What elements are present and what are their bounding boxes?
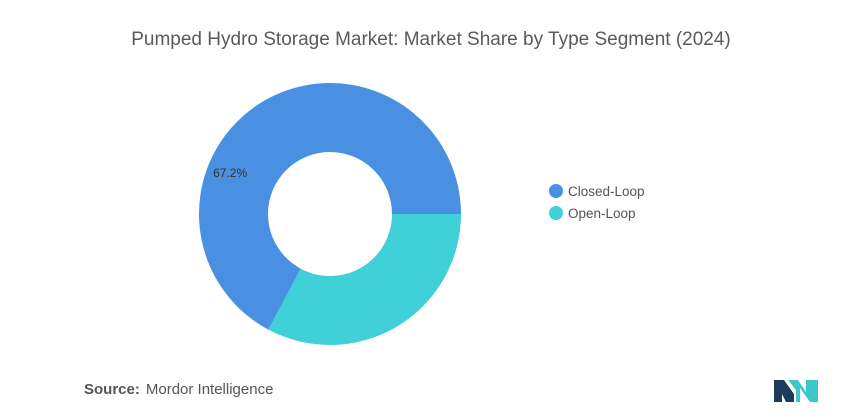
legend-item-open-loop[interactable]: Open-Loop — [549, 202, 645, 224]
data-labels: 67.2% — [213, 166, 247, 180]
source-note: Source: Mordor Intelligence — [84, 381, 273, 398]
legend-label-closed-loop: Closed-Loop — [568, 183, 645, 199]
legend-item-closed-loop[interactable]: Closed-Loop — [549, 180, 645, 202]
source-text: Mordor Intelligence — [145, 381, 274, 398]
donut-slices — [199, 82, 461, 345]
legend-label-open-loop: Open-Loop — [568, 205, 636, 221]
chart-title: Pumped Hydro Storage Market: Market Shar… — [131, 29, 731, 50]
source-label: Source: — [84, 381, 140, 398]
chart-legend: Closed-Loop Open-Loop — [549, 180, 645, 224]
data-label-closed-loop: 67.2% — [213, 166, 247, 180]
legend-swatch-open-loop — [549, 206, 563, 220]
legend-swatch-closed-loop — [549, 184, 563, 198]
slice-open-loop[interactable] — [268, 214, 461, 345]
slice-closed-loop[interactable] — [199, 82, 461, 330]
mordor-intelligence-logo-icon — [774, 380, 818, 402]
